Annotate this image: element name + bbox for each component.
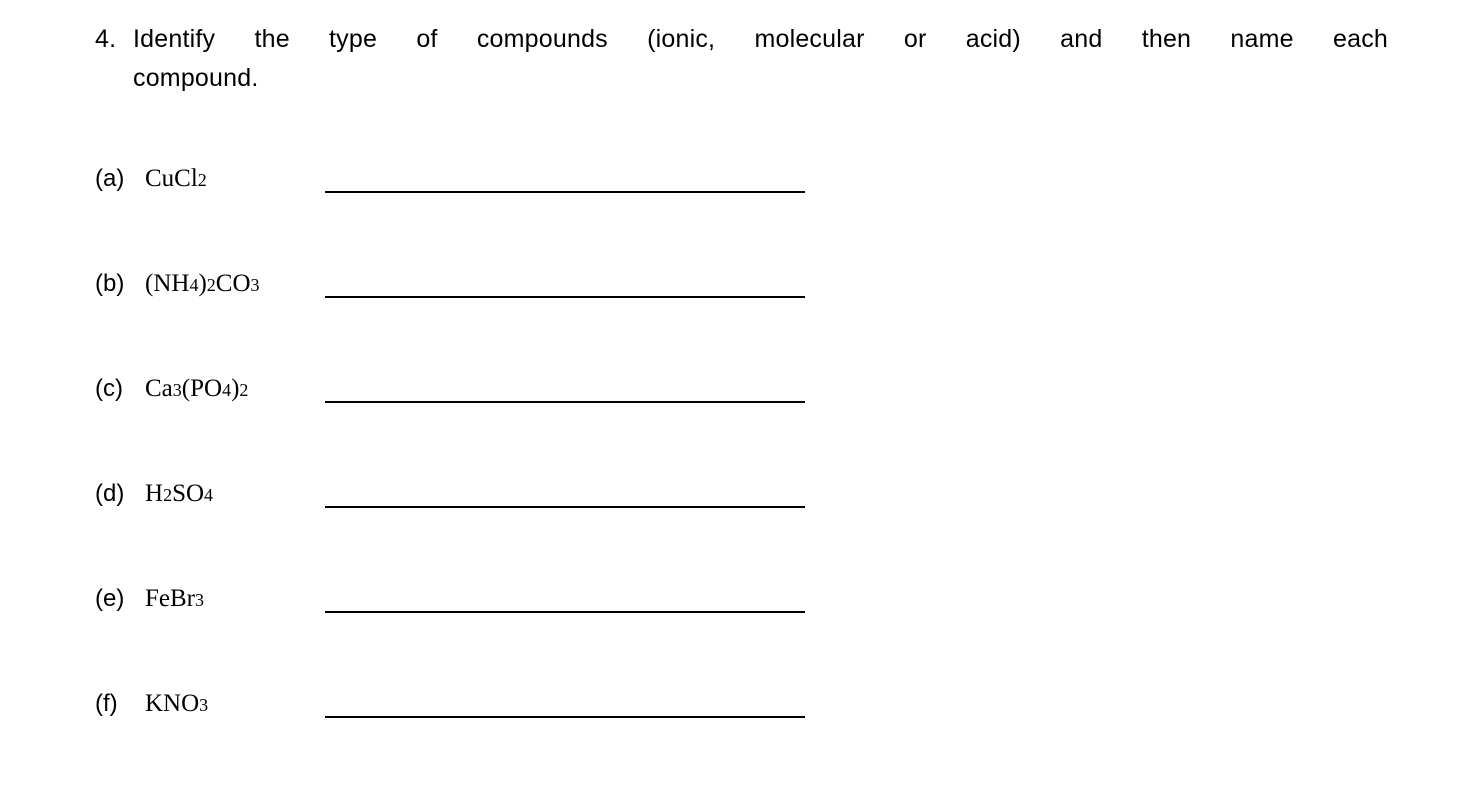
- item-formula: (NH4)2CO3: [145, 270, 325, 298]
- item-formula: H2SO4: [145, 480, 325, 508]
- items-list: (a) CuCl2 (b) (NH4)2CO3 (c) Ca3(PO4)2 (d…: [95, 153, 1388, 718]
- item-formula: Ca3(PO4)2: [145, 375, 325, 403]
- item-row: (d) H2SO4: [95, 468, 1388, 508]
- item-formula: KNO3: [145, 690, 325, 718]
- item-label: (b): [95, 270, 145, 298]
- item-row: (f) KNO3: [95, 678, 1388, 718]
- item-label: (e): [95, 585, 145, 613]
- item-row: (b) (NH4)2CO3: [95, 258, 1388, 298]
- answer-blank[interactable]: [325, 585, 805, 613]
- item-label: (a): [95, 165, 145, 193]
- question-number: 4.: [95, 20, 133, 59]
- answer-blank[interactable]: [325, 480, 805, 508]
- question-header: 4. Identify the type of compounds (ionic…: [95, 20, 1388, 98]
- answer-blank[interactable]: [325, 270, 805, 298]
- question-text: Identify the type of compounds (ionic, m…: [133, 20, 1388, 98]
- item-row: (a) CuCl2: [95, 153, 1388, 193]
- item-label: (d): [95, 480, 145, 508]
- item-formula: CuCl2: [145, 165, 325, 193]
- question-text-line1: Identify the type of compounds (ionic, m…: [133, 20, 1388, 59]
- worksheet-page: 4. Identify the type of compounds (ionic…: [0, 0, 1458, 800]
- answer-blank[interactable]: [325, 375, 805, 403]
- item-label: (c): [95, 375, 145, 403]
- answer-blank[interactable]: [325, 165, 805, 193]
- question-text-line2: compound.: [133, 59, 1388, 98]
- answer-blank[interactable]: [325, 690, 805, 718]
- item-row: (e) FeBr3: [95, 573, 1388, 613]
- item-formula: FeBr3: [145, 585, 325, 613]
- item-row: (c) Ca3(PO4)2: [95, 363, 1388, 403]
- item-label: (f): [95, 690, 145, 718]
